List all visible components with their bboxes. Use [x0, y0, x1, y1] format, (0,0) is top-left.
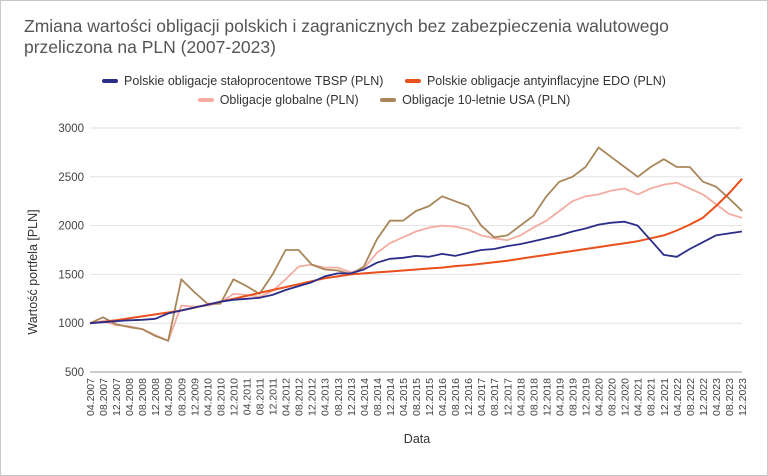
- x-tick-label: 12.2023: [737, 378, 749, 416]
- legend-swatch-edo: [404, 78, 421, 83]
- x-tick-label: 04.2014: [359, 378, 371, 416]
- x-tick-label: 08.2009: [176, 378, 188, 416]
- x-tick-label: 04.2008: [124, 378, 136, 416]
- x-tick-label: 12.2017: [502, 378, 514, 416]
- legend-item-edo: Polskie obligacje antyinflacyjne EDO (PL…: [404, 74, 666, 88]
- chart-title: Zmiana wartości obligacji polskich i zag…: [24, 16, 669, 57]
- x-tick-label: 12.2007: [111, 378, 123, 416]
- x-tick-label: 04.2007: [85, 378, 97, 416]
- x-tick-label: 08.2022: [685, 378, 697, 416]
- legend-label-global: Obligacje globalne (PLN): [219, 93, 359, 107]
- grid-lines: [90, 127, 742, 373]
- x-tick-label: 04.2009: [163, 378, 175, 416]
- legend-row-2: Obligacje globalne (PLN) Obligacje 10-le…: [0, 93, 768, 107]
- x-tick-label: 04.2022: [672, 378, 684, 416]
- legend-item-usa: Obligacje 10-letnie USA (PLN): [380, 93, 570, 107]
- x-tick-label: 04.2010: [202, 378, 214, 416]
- x-tick-label: 12.2022: [698, 378, 710, 416]
- x-tick-label: 04.2012: [281, 378, 293, 416]
- y-tick-label: 500: [65, 367, 84, 379]
- series-line-1: [89, 178, 743, 325]
- x-tick-label: 12.2012: [307, 378, 319, 416]
- y-tick-labels: 500 1000 1500 2000 2500 3000: [58, 123, 84, 379]
- legend-row-1: Polskie obligacje stałoprocentowe TBSP (…: [0, 74, 768, 88]
- x-tick-label: 12.2013: [346, 378, 358, 416]
- x-tick-label: 08.2019: [567, 378, 579, 416]
- x-tick-label: 08.2016: [450, 378, 462, 416]
- legend-item-global: Obligacje globalne (PLN): [197, 93, 359, 107]
- legend-swatch-usa: [380, 97, 397, 102]
- x-tick-label: 12.2016: [463, 378, 475, 416]
- x-tick-label: 04.2023: [711, 378, 723, 416]
- legend-label-usa: Obligacje 10-letnie USA (PLN): [402, 93, 571, 107]
- x-tick-label: 04.2011: [241, 378, 253, 415]
- x-tick-label: 08.2017: [489, 378, 501, 416]
- legend-label-tbsp: Polskie obligacje stałoprocentowe TBSP (…: [124, 74, 384, 88]
- y-tick-label: 1000: [58, 318, 84, 330]
- series-line-2: [89, 181, 743, 342]
- x-tick-label: 12.2019: [581, 378, 593, 416]
- x-tick-label: 08.2008: [137, 378, 149, 416]
- series-line-3: [89, 146, 743, 342]
- x-tick-label: 12.2018: [541, 378, 553, 416]
- x-tick-label: 12.2021: [659, 378, 671, 416]
- x-tick-label: 08.2010: [215, 378, 227, 416]
- series-line-0: [89, 220, 743, 325]
- series-lines: [89, 146, 743, 342]
- x-tick-label: 08.2012: [294, 378, 306, 416]
- x-tick-label: 12.2015: [424, 378, 436, 416]
- y-tick-label: 2000: [58, 221, 84, 233]
- x-tick-label: 08.2020: [607, 378, 619, 416]
- y-tick-label: 1500: [58, 269, 84, 281]
- x-tick-label: 08.2018: [528, 378, 540, 416]
- x-tick-label: 04.2015: [398, 378, 410, 416]
- legend-swatch-tbsp: [102, 78, 119, 83]
- x-axis-label: Data: [404, 432, 430, 446]
- x-tick-label: 04.2013: [320, 378, 332, 416]
- x-tick-label: 04.2019: [554, 378, 566, 416]
- legend-label-edo: Polskie obligacje antyinflacyjne EDO (PL…: [426, 74, 666, 88]
- legend-item-tbsp: Polskie obligacje stałoprocentowe TBSP (…: [102, 74, 383, 88]
- x-tick-label: 04.2017: [476, 378, 488, 416]
- x-tick-label: 12.2009: [189, 378, 201, 416]
- x-tick-label: 08.2014: [372, 378, 384, 416]
- y-tick-label: 2500: [58, 172, 84, 184]
- x-tick-label: 04.2018: [515, 378, 527, 416]
- x-tick-label: 12.2010: [228, 378, 240, 416]
- y-tick-label: 3000: [58, 123, 84, 135]
- x-tick-label: 12.2011: [268, 378, 280, 415]
- x-tick-label: 08.2007: [98, 378, 110, 416]
- x-tick-label: 04.2021: [633, 378, 645, 416]
- x-tick-label: 08.2021: [646, 378, 658, 416]
- x-tick-label: 08.2013: [333, 378, 345, 416]
- x-tick-labels: 04.2007 08.2007 12.2007 04.2008 08.2008 12.20…: [85, 378, 749, 416]
- x-tick-label: 12.2020: [620, 378, 632, 416]
- x-tick-label: 08.2023: [724, 378, 736, 416]
- x-tick-label: 08.2011: [255, 378, 267, 415]
- x-tick-label: 12.2014: [385, 378, 397, 416]
- legend-swatch-global: [197, 97, 214, 102]
- x-tick-label: 04.2016: [437, 378, 449, 416]
- x-tick-label: 12.2008: [150, 378, 162, 416]
- x-tick-label: 04.2020: [594, 378, 606, 416]
- y-axis-label: Wartość portfela [PLN]: [26, 209, 40, 334]
- x-tick-label: 08.2015: [411, 378, 423, 416]
